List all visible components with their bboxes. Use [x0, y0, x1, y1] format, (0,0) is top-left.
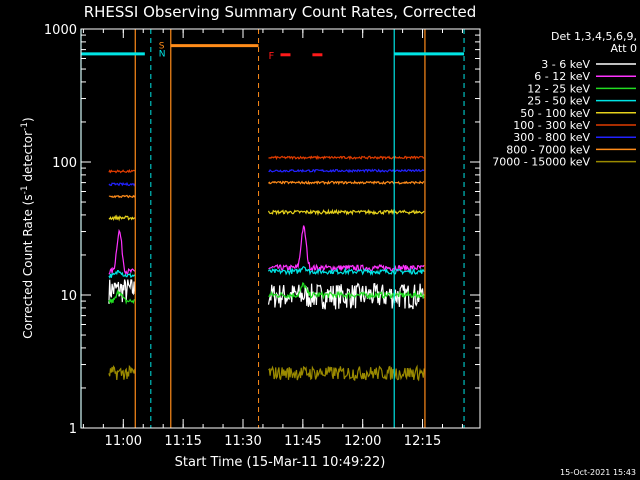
- x-tick-label: 11:30: [224, 434, 261, 449]
- series-7: [108, 168, 425, 187]
- legend-header-line: Att 0: [611, 42, 637, 55]
- y-axis-label: Corrected Count Rate (s-1 detector-1): [20, 117, 35, 338]
- series-7-segment-2: [268, 168, 425, 174]
- series-6-segment-1: [108, 168, 135, 174]
- series-6: [108, 154, 425, 174]
- x-tick-label: 11:45: [284, 434, 321, 449]
- series-3-segment-1: [108, 289, 136, 305]
- axis-layer: 1 10 100 1000 11:00 11:15 11:30 11:45 12:00 12:15: [44, 23, 481, 449]
- x-tick-label: 12:00: [344, 434, 381, 449]
- x-tick-label: 12:15: [404, 434, 441, 449]
- series-2: [108, 225, 425, 275]
- series-1-segment-1: [108, 279, 136, 304]
- x-tick-label: 11:15: [164, 434, 201, 449]
- series-2-segment-1: [108, 228, 136, 275]
- series-9-segment-2: [268, 364, 425, 382]
- saa-flag-label: N: [159, 50, 166, 60]
- flare-flag-label: F: [269, 51, 275, 62]
- legend-header-line: Det 1,3,4,5,6,9,: [551, 30, 637, 43]
- series-5-segment-2: [267, 208, 425, 217]
- series-4-segment-1: [108, 269, 136, 279]
- series-8-segment-2: [268, 180, 425, 186]
- series-4-segment-2: [267, 265, 425, 276]
- legend-label-1: 3 - 6 keV: [541, 58, 590, 71]
- y-tick-label: 10: [60, 289, 77, 304]
- legend-label-9: 7000 - 15000 keV: [492, 156, 590, 169]
- legend-label-3: 12 - 25 keV: [527, 82, 590, 95]
- legend-label-5: 50 - 100 keV: [520, 107, 590, 120]
- night-flag-label: S: [159, 42, 165, 52]
- legend-label-4: 25 - 50 keV: [527, 95, 590, 108]
- x-tick-label: 11:00: [105, 434, 142, 449]
- x-axis-label: Start Time (15-Mar-11 10:49:22): [175, 455, 386, 470]
- series-6-segment-2: [268, 154, 425, 161]
- chart-title: RHESSI Observing Summary Count Rates, Co…: [84, 3, 477, 21]
- legend-label-2: 6 - 12 keV: [534, 70, 590, 83]
- legend-label-7: 300 - 800 keV: [513, 131, 590, 144]
- series-5-segment-1: [108, 214, 136, 222]
- series-9: [108, 364, 425, 382]
- series-3: [108, 282, 425, 305]
- marker-layer: F SN: [80, 29, 465, 428]
- series-7-segment-1: [108, 181, 136, 187]
- y-tick-label: 1000: [44, 23, 77, 38]
- series-3-segment-2: [268, 282, 425, 300]
- series-layer: [108, 154, 425, 382]
- series-8: [108, 180, 425, 199]
- footer-timestamp: 15-Oct-2021 15:43: [560, 468, 636, 477]
- series-2-segment-2: [268, 225, 425, 274]
- series-8-segment-1: [108, 194, 136, 199]
- series-9-segment-1: [108, 364, 136, 381]
- y-tick-label: 100: [52, 156, 77, 171]
- plot-frame: [80, 28, 481, 429]
- series-4: [108, 265, 425, 279]
- y-tick-label: 1: [69, 422, 77, 437]
- series-5: [108, 208, 425, 222]
- legend-label-8: 800 - 7000 keV: [506, 143, 590, 156]
- legend-label-6: 100 - 300 keV: [513, 119, 590, 132]
